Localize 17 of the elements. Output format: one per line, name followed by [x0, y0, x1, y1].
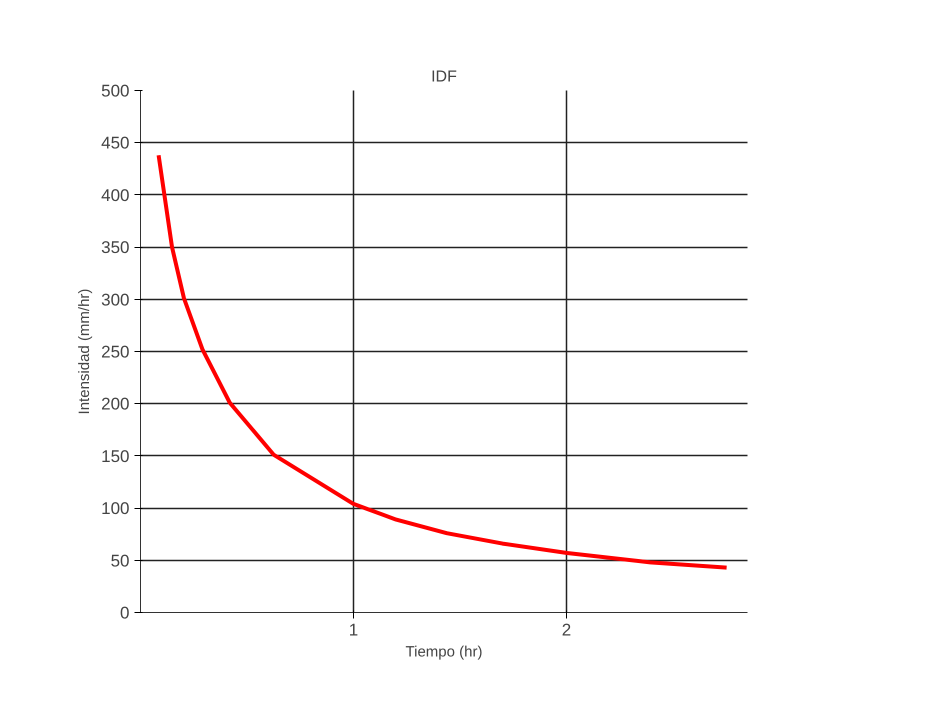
- x-tick-label: 2: [562, 620, 572, 640]
- y-tick-label: 350: [101, 238, 130, 258]
- y-tick-label: 250: [101, 342, 130, 362]
- x-tick-label: 1: [348, 620, 358, 640]
- y-tick-label: 500: [101, 82, 130, 100]
- x-axis-title: Tiempo (hr): [406, 644, 482, 660]
- y-tick-label: 0: [120, 604, 130, 622]
- y-tick-label: 50: [110, 551, 130, 570]
- y-tick-label: 150: [101, 446, 130, 466]
- y-tick-label: 400: [101, 186, 130, 205]
- y-tick-label: 450: [101, 134, 130, 153]
- y-tick-label: 100: [101, 499, 130, 518]
- y-axis-title: Intensidad (mm/hr): [76, 288, 94, 414]
- y-tick-label: 200: [101, 394, 130, 414]
- y-tick-label: 300: [101, 290, 130, 310]
- line-series: [156, 153, 729, 570]
- chart-title: IDF: [431, 68, 458, 86]
